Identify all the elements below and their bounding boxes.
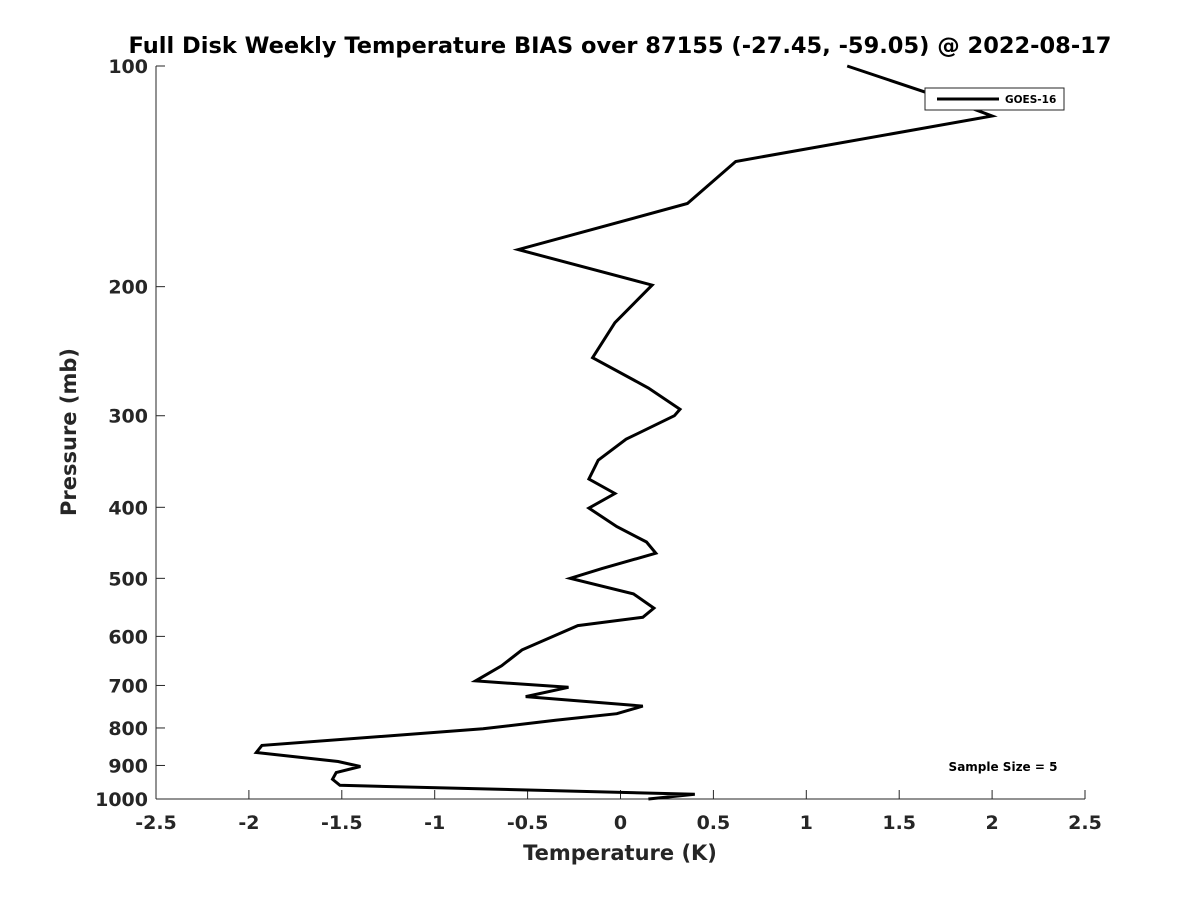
x-tick-label: 1 bbox=[800, 812, 813, 834]
x-tick-label: 2.5 bbox=[1068, 812, 1102, 834]
y-axis-label: Pressure (mb) bbox=[57, 348, 81, 516]
legend: GOES-16 bbox=[924, 87, 1065, 111]
y-tick-label: 400 bbox=[108, 497, 148, 519]
x-tick-label: 2 bbox=[985, 812, 998, 834]
y-tick-label: 800 bbox=[108, 718, 148, 740]
x-tick-label: -1 bbox=[424, 812, 445, 834]
x-axis: -2.5 -2 -1.5 -1 -0.5 0 0.5 1 1.5 2 2.5 bbox=[135, 790, 1102, 834]
y-axis: 100 200 300 400 500 600 700 800 900 1000 bbox=[95, 56, 165, 811]
x-tick-label: -1.5 bbox=[321, 812, 363, 834]
y-tick-label: 600 bbox=[108, 626, 148, 648]
x-tick-label: 0 bbox=[614, 812, 627, 834]
series-line-goes-16 bbox=[253, 64, 998, 801]
y-tick-label: 700 bbox=[108, 675, 148, 697]
x-tick-label: -2 bbox=[238, 812, 259, 834]
x-tick-label: 0.5 bbox=[697, 812, 731, 834]
y-tick-label: 500 bbox=[108, 568, 148, 590]
y-tick-label: 100 bbox=[108, 56, 148, 78]
x-axis-label: Temperature (K) bbox=[523, 841, 717, 865]
sample-size-annotation: Sample Size = 5 bbox=[949, 760, 1058, 774]
chart-title: Full Disk Weekly Temperature BIAS over 8… bbox=[129, 33, 1112, 59]
y-tick-label: 900 bbox=[108, 755, 148, 777]
x-tick-label: -2.5 bbox=[135, 812, 177, 834]
legend-label-goes-16: GOES-16 bbox=[1005, 94, 1056, 106]
series-layer bbox=[253, 64, 998, 801]
x-tick-label: 1.5 bbox=[882, 812, 916, 834]
x-tick-label: -0.5 bbox=[507, 812, 549, 834]
y-tick-label: 300 bbox=[108, 406, 148, 428]
y-tick-label: 200 bbox=[108, 277, 148, 299]
y-tick-label: 1000 bbox=[95, 789, 148, 811]
plot-area bbox=[156, 66, 1085, 799]
